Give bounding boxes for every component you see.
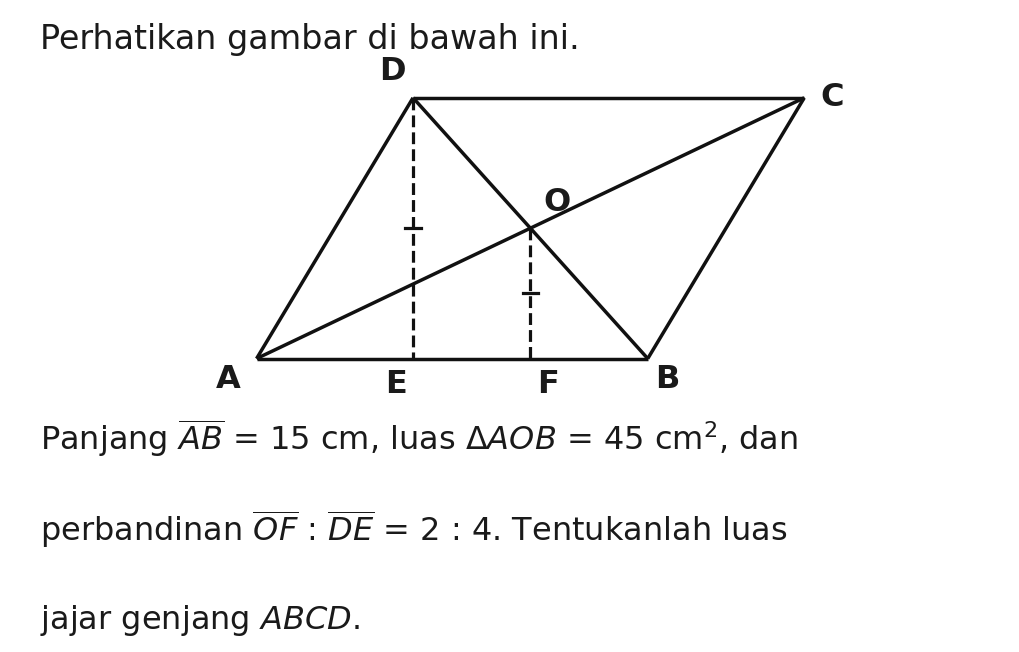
Text: C: C: [819, 82, 843, 113]
Text: Perhatikan gambar di bawah ini.: Perhatikan gambar di bawah ini.: [41, 23, 580, 55]
Text: F: F: [536, 369, 558, 400]
Text: Panjang $\overline{AB}$ = 15 cm, luas $\Delta AOB$ = 45 cm$^2$, dan: Panjang $\overline{AB}$ = 15 cm, luas $\…: [41, 417, 798, 459]
Text: O: O: [543, 186, 571, 218]
Text: jajar genjang $ABCD$.: jajar genjang $ABCD$.: [41, 603, 360, 638]
Text: D: D: [378, 56, 405, 87]
Text: A: A: [216, 364, 240, 395]
Text: perbandinan $\overline{OF}$ : $\overline{DE}$ = 2 : 4. Tentukanlah luas: perbandinan $\overline{OF}$ : $\overline…: [41, 509, 787, 550]
Text: E: E: [384, 369, 407, 400]
Text: B: B: [655, 364, 680, 395]
